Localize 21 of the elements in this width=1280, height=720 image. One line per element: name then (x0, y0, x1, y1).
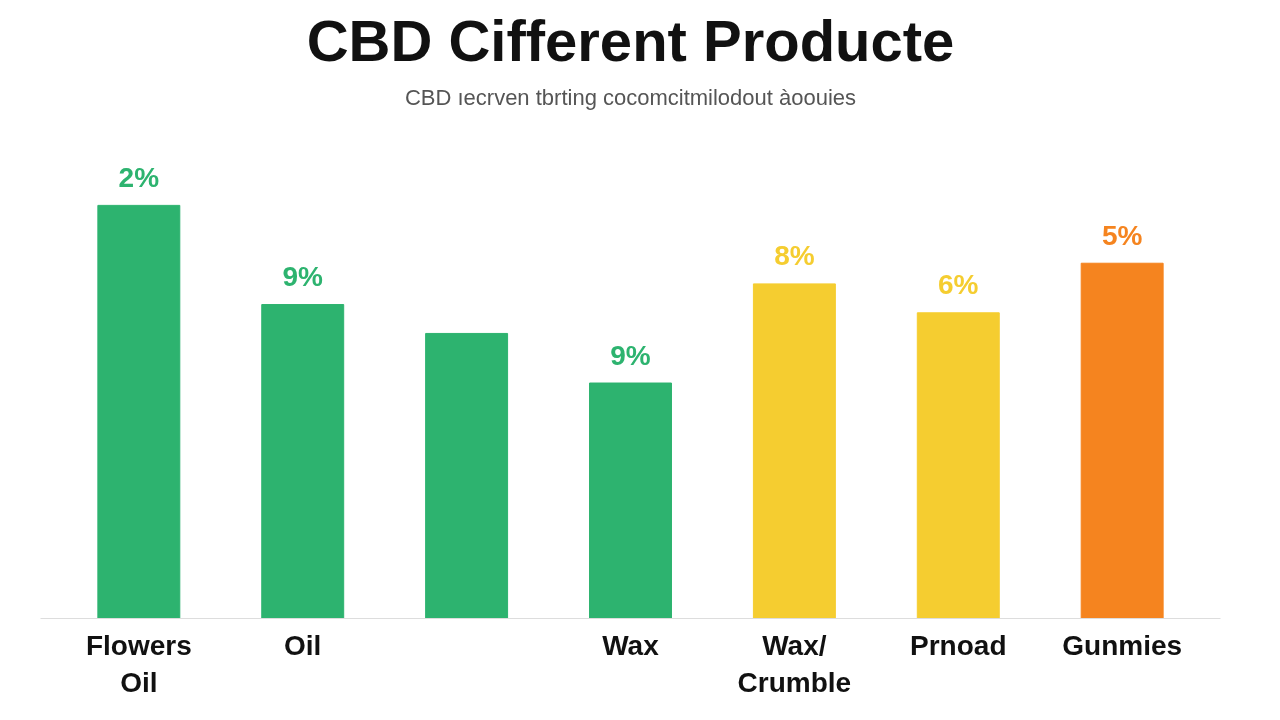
annotation: 6% (938, 269, 979, 301)
x-tick-label: Prnoad (910, 629, 1007, 661)
chart-subtitle: CBD ıecrven tbrting cocomcitmilodout àoouies (404, 84, 857, 110)
annotation: 9% (282, 261, 324, 293)
bar (97, 204, 181, 619)
annotation: 2% (118, 161, 160, 193)
chart-title: CBD Cifferent Producte (306, 7, 955, 73)
bar (916, 312, 1000, 619)
annotation: 9% (610, 339, 651, 371)
x-tick-label: Flowers Oil (85, 629, 192, 698)
x-tick-label: Oil (284, 629, 322, 661)
bar (261, 304, 345, 619)
annotation: 8% (774, 240, 815, 272)
x-tick-label: Wax (602, 629, 660, 661)
x-tick-label: Gunmies (1062, 629, 1183, 661)
bar (752, 283, 836, 619)
x-tick-label: Wax/ Crumble (737, 629, 852, 698)
annotation: 5% (1101, 219, 1143, 251)
bar (425, 332, 509, 619)
bar (1080, 262, 1164, 619)
bar (589, 382, 672, 619)
